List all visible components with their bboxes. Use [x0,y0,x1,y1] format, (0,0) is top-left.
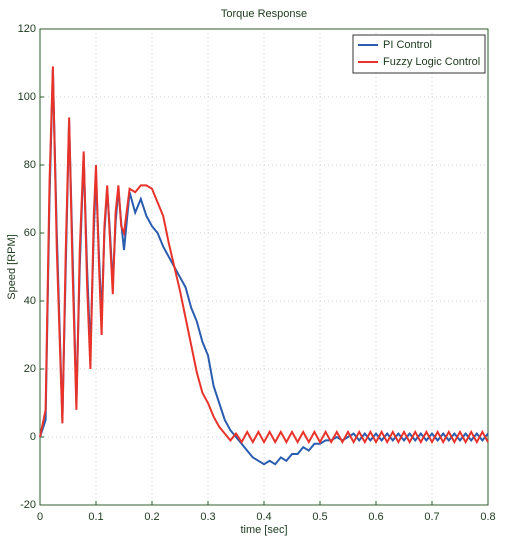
data-line [39,66,489,445]
legend-label: Fuzzy Logic Control [383,56,480,68]
y-tick-label: 20 [24,363,36,375]
x-tick-label: 0.5 [312,511,327,523]
y-tick-label: 100 [18,91,36,103]
y-tick-label: -20 [20,499,36,511]
plot-frame [39,28,489,506]
x-tick-label: 0.1 [88,511,103,523]
x-tick-label: 0.4 [256,511,271,523]
x-tick-label: 0.3 [200,511,215,523]
x-tick-label: 0.2 [144,511,159,523]
x-tick-label: 0.8 [480,511,495,523]
x-tick-label: 0.6 [368,511,383,523]
y-tick-label: 80 [24,159,36,171]
y-tick-label: 40 [24,295,36,307]
x-axis-label: time [sec] [240,524,287,536]
y-tick-label: 120 [18,23,36,35]
y-axis-label: Speed [RPM] [6,234,18,299]
chart-title: Torque Response [221,8,307,20]
y-tick-label: 60 [24,227,36,239]
y-tick-label: 0 [30,431,36,443]
x-tick-label: 0 [37,511,43,523]
legend-box [352,34,486,74]
legend-label: PI Control [383,39,432,51]
x-tick-label: 0.7 [424,511,439,523]
